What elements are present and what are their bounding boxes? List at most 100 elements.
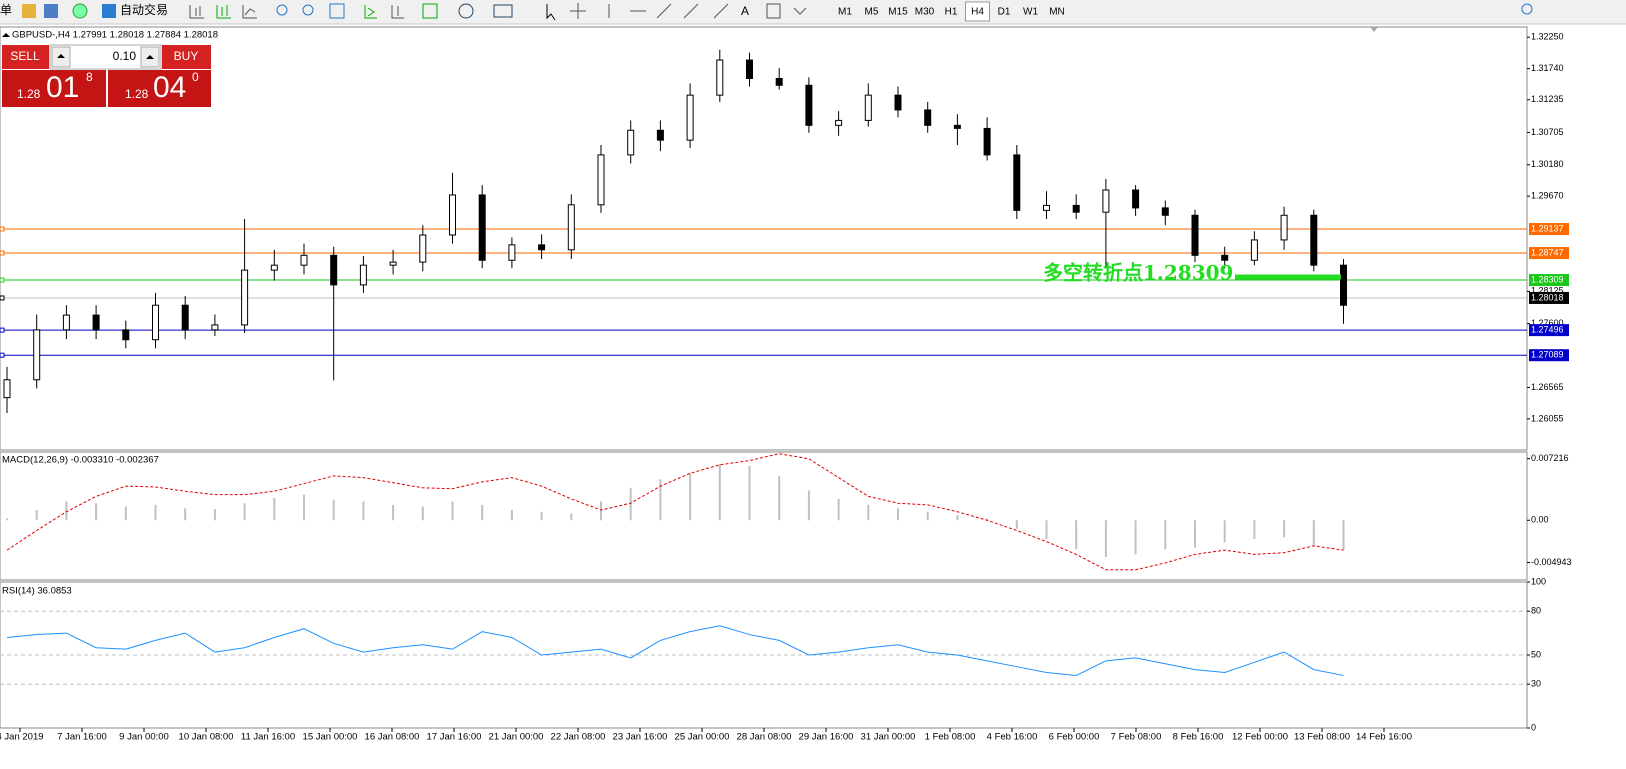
level-label: 1.29137 [1531,223,1564,233]
icon[interactable] [216,5,231,19]
timeframe[interactable]: M30 [915,7,935,18]
toolbar-icons [189,3,1533,21]
candle-body [1161,207,1169,216]
y-tick-label: 1.30705 [1531,127,1564,137]
level-label: 1.27496 [1531,324,1564,334]
icon[interactable] [242,5,257,19]
icon[interactable] [189,5,204,19]
x-tick-label: 1 Feb 08:00 [925,732,976,743]
buy-price-box[interactable] [108,70,211,107]
x-tick-label: 10 Jan 08:00 [179,732,234,743]
x-tick-label: 25 Jan 00:00 [675,732,730,743]
sell-label[interactable]: SELL [10,49,40,63]
timeframe[interactable]: M1 [838,7,852,18]
icon[interactable] [546,4,556,21]
icon[interactable] [793,7,807,15]
candle-body [449,194,456,236]
icon[interactable] [364,5,377,19]
icon[interactable] [22,4,36,18]
level-label-bg [1529,223,1569,236]
candle-body [924,109,932,126]
y-tick-label: 0.00 [1531,515,1549,525]
candle-body [538,244,546,251]
timeframe[interactable]: M5 [865,7,879,18]
x-tick-label: 7 Feb 08:00 [1111,732,1162,743]
level-label: 1.27089 [1531,350,1564,360]
symbol-header: GBPUSD-,H4 1.27991 1.28018 1.27884 1.280… [12,30,218,41]
y-tick-label: 80 [1531,606,1541,616]
icon[interactable] [422,3,438,19]
timeframes: M1 M5 M15 M30 H1 H4 D1 W1 MN [838,1,1065,22]
annotation: 多空转折点1.28309 [1043,261,1233,285]
buy-label[interactable]: BUY [174,49,199,63]
level-handle [0,352,5,358]
lot-value[interactable]: 0.10 [113,49,137,63]
y-tick-label: 1.30180 [1531,159,1564,169]
timeframe[interactable]: H4 [971,7,984,18]
sell-button[interactable] [2,45,49,69]
candle-body [894,94,902,111]
x-tick-label: 15 Jan 00:00 [303,732,358,743]
sell-price-box[interactable] [2,70,106,107]
timeframe[interactable]: H1 [945,7,958,18]
x-tick-label: 31 Jan 00:00 [861,732,916,743]
candle-body [300,254,308,266]
menu-fragment[interactable]: 单 [0,3,12,17]
label-tool[interactable] [766,3,781,19]
icon[interactable] [276,4,288,16]
candle-body [656,129,664,141]
auto-trading[interactable]: 自动交易 [120,2,168,17]
candle-body [33,329,41,381]
icon[interactable] [608,3,729,19]
level-label-bg [1529,274,1569,287]
level-handle [0,226,5,232]
level-label-bg [1529,349,1569,362]
icon[interactable] [44,4,58,18]
buy-price-prefix: 1.28 [125,87,149,101]
icon[interactable] [570,3,586,19]
buy-button[interactable] [162,45,211,69]
x-tick-label: 29 Jan 16:00 [799,732,854,743]
y-tick-label: 1.29670 [1531,191,1564,201]
candle-body [359,264,367,286]
x-tick-label: 8 Feb 16:00 [1173,732,1224,743]
candle-body [597,154,605,206]
level-label-bg [1529,291,1569,304]
search-icon[interactable] [1521,3,1533,15]
candle-body [211,324,219,331]
y-tick-label: -0.004943 [1531,557,1572,567]
candle-body [1072,204,1080,213]
candle-body [716,59,724,96]
level-handle [0,295,5,301]
y-tick-label: 1.32250 [1531,32,1564,42]
icon[interactable] [302,4,314,16]
plot-layer: 1.32250 1.31740 1.31235 1.30705 1.30180 1.296… [0,32,1572,743]
x-tick-label: 9 Jan 00:00 [119,732,169,743]
candle-body [270,264,278,271]
x-tick-label: 11 Jan 16:00 [241,732,295,743]
icon[interactable] [458,3,474,19]
level-label-bg [1529,247,1569,260]
buy-price-sup: 0 [192,70,199,84]
icon[interactable] [493,4,513,18]
icon[interactable] [391,5,404,19]
candle-body [1340,264,1347,306]
candle-body [775,78,783,86]
icon[interactable] [72,3,88,19]
icon[interactable] [329,3,345,19]
timeframe[interactable]: W1 [1023,7,1038,18]
macd-panel [0,451,1528,581]
candle-body [3,379,11,399]
x-tick-label: 12 Feb 00:00 [1232,732,1288,743]
timeframe[interactable]: M15 [888,7,908,18]
x-tick-label: 22 Jan 08:00 [551,732,606,743]
level-label: 1.28018 [1531,292,1564,302]
candle-body [241,269,249,326]
auto-trading-icon[interactable] [102,4,116,18]
timeframe[interactable]: MN [1049,7,1065,18]
text-tool[interactable]: A [741,4,749,18]
timeframe[interactable]: D1 [998,7,1011,18]
sell-price-big: 01 [46,71,79,104]
y-tick-label: 100 [1531,576,1546,586]
